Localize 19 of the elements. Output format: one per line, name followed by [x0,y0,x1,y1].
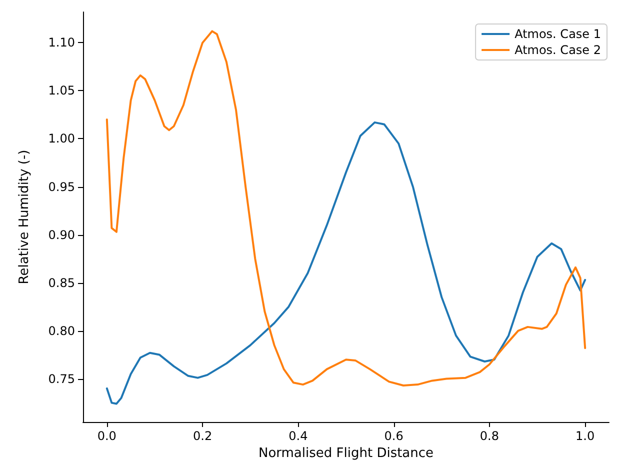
y-tick-label: 0.95 [48,180,75,194]
legend-label: Atmos. Case 2 [514,43,602,57]
x-tick-label: 0.8 [480,429,499,443]
y-tick-label: 1.05 [48,84,75,98]
y-tick-label: 1.10 [48,36,75,50]
x-axis-title: Normalised Flight Distance [258,446,434,461]
y-tick-label: 0.85 [48,276,75,290]
x-tick-label: 0.4 [288,429,308,443]
line-series [106,121,586,405]
x-tick-label: 0.6 [384,429,404,443]
y-tick-label: 0.80 [48,324,75,338]
x-tick-label: 0.0 [97,429,116,443]
y-axis-title: Relative Humidity (-) [17,150,32,284]
legend-label: Atmos. Case 1 [514,27,602,41]
y-tick-label: 0.90 [48,228,75,242]
y-tick-label: 1.00 [48,132,75,146]
x-tick-label: 0.2 [193,429,212,443]
y-tick-label: 0.75 [48,372,75,386]
x-tick-label: 1.0 [576,429,595,443]
